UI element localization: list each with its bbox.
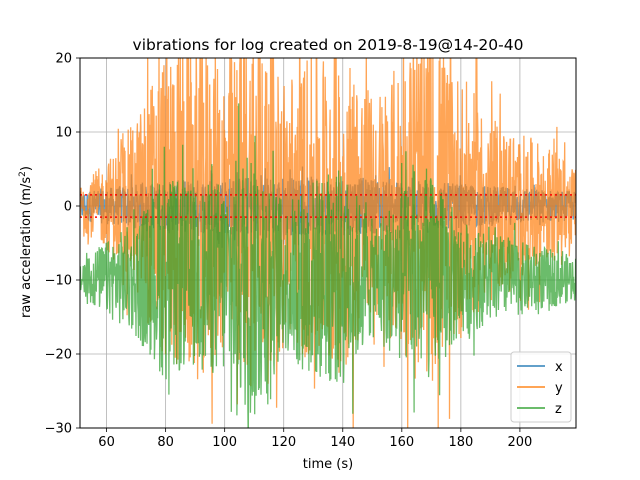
series-group bbox=[80, 58, 576, 428]
x-tick-label: 120 bbox=[271, 435, 296, 450]
y-tick-label: −10 bbox=[45, 274, 72, 289]
x-tick-label: 60 bbox=[98, 435, 115, 450]
y-tick-label: −30 bbox=[45, 422, 72, 437]
x-tick-label: 200 bbox=[507, 435, 532, 450]
y-tick-label: 10 bbox=[55, 126, 72, 141]
chart-title: vibrations for log created on 2019-8-19@… bbox=[133, 36, 524, 54]
ticks: 60 80 100 120 140 160 180 200 −30 −20 −10 0 10 20 bbox=[45, 52, 533, 451]
y-axis-label-superscript: 2 bbox=[18, 171, 28, 177]
series-z-line bbox=[80, 103, 576, 428]
y-tick-label: 0 bbox=[64, 200, 72, 215]
axes-frame bbox=[79, 57, 577, 429]
y-tick-label: −20 bbox=[45, 348, 72, 363]
y-tick-label: 20 bbox=[55, 52, 72, 67]
x-tick-label: 140 bbox=[330, 435, 355, 450]
legend: xyz bbox=[510, 351, 572, 423]
y-axis-label: raw acceleration (m/s2) bbox=[18, 166, 34, 318]
y-axis-label-main: raw acceleration (m/s bbox=[19, 177, 34, 318]
x-tick-label: 100 bbox=[212, 435, 237, 450]
y-axis-label-close: ) bbox=[19, 166, 34, 171]
plot-area bbox=[80, 58, 576, 428]
legend-label-z: z bbox=[555, 402, 562, 417]
x-tick-label: 80 bbox=[157, 435, 174, 450]
x-tick-label: 180 bbox=[448, 435, 473, 450]
x-axis-label: time (s) bbox=[303, 457, 353, 472]
legend-label-x: x bbox=[555, 360, 563, 375]
legend-label-y: y bbox=[555, 381, 563, 396]
x-tick-label: 160 bbox=[389, 435, 414, 450]
